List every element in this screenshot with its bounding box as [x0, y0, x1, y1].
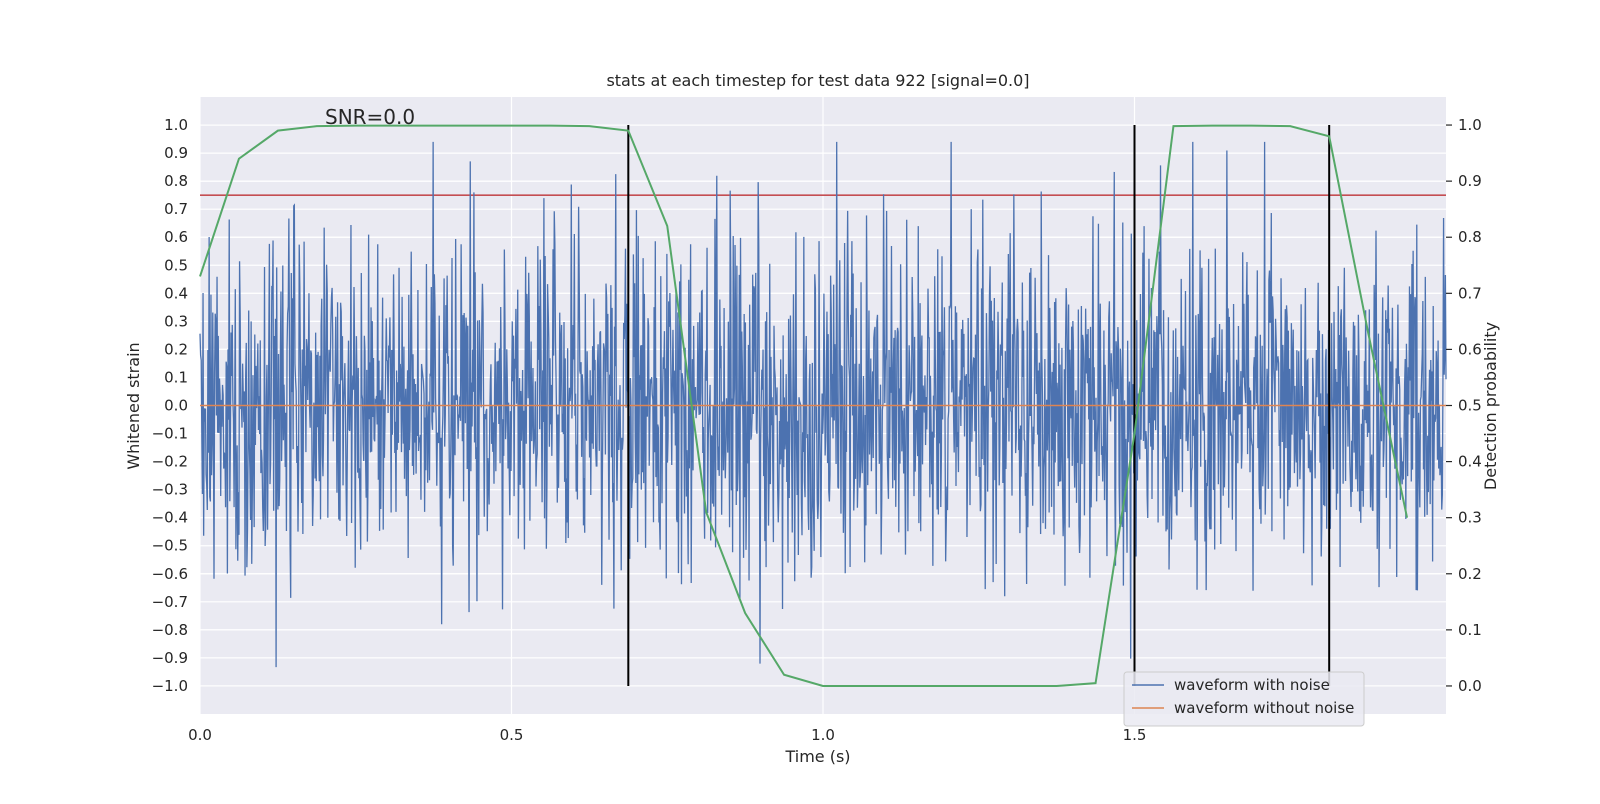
- x-tick-label: 1.0: [811, 726, 835, 744]
- y2-tick-label: 0.0: [1458, 677, 1482, 695]
- vertical-marker-layer: [627, 125, 1331, 686]
- chart-title: stats at each timestep for test data 922…: [606, 71, 1029, 90]
- y-axis-title: Whitened strain: [124, 342, 143, 469]
- x-axis-title: Time (s): [784, 747, 850, 766]
- legend-box: [1123, 671, 1365, 727]
- y-tick-label: 0.1: [164, 368, 188, 386]
- y-tick-label: 0.7: [164, 200, 188, 218]
- y2-tick-label: 0.2: [1458, 565, 1482, 583]
- y-tick-label: −0.5: [152, 537, 188, 555]
- y2-axis-title: Detection probability: [1481, 322, 1500, 490]
- y2-tick-label: 0.6: [1458, 340, 1482, 358]
- legend: waveform with noise waveform without noi…: [1123, 671, 1365, 727]
- noise-series-layer: [199, 141, 1447, 668]
- y-tick-label: −0.6: [152, 565, 188, 583]
- y-tick-label: −1.0: [152, 677, 188, 695]
- x-tick-label: 0.5: [500, 726, 524, 744]
- y2-tick-label: 0.5: [1458, 397, 1482, 415]
- y-tick-label: 0.2: [164, 340, 188, 358]
- x-tick-label: 1.5: [1123, 726, 1147, 744]
- y-tick-labels: 1.0 0.9 0.8 0.7 0.6 0.5 0.4 0.3 0.2 0.1 0.0 −0.1 −0.…: [152, 116, 188, 695]
- y-tick-label: 0.0: [164, 397, 188, 415]
- y-tick-label: −0.2: [152, 453, 188, 471]
- legend-label-clean: waveform without noise: [1174, 699, 1354, 717]
- probability-series-layer: [199, 124, 1409, 687]
- y-tick-label: 0.6: [164, 228, 188, 246]
- y-tick-label: 0.8: [164, 172, 188, 190]
- snr-annotation: SNR=0.0: [325, 105, 415, 129]
- y-tick-label: 0.4: [164, 284, 188, 302]
- y-tick-label: −0.9: [152, 649, 188, 667]
- x-tick-label: 0.0: [188, 726, 212, 744]
- x-tick-labels: 0.0 0.5 1.0 1.5: [188, 726, 1146, 744]
- y-tick-label: 1.0: [164, 116, 188, 134]
- y-tick-label: −0.4: [152, 509, 188, 527]
- y2-tick-label: 1.0: [1458, 116, 1482, 134]
- y-tick-label: 0.5: [164, 256, 188, 274]
- legend-label-noise: waveform with noise: [1174, 676, 1330, 694]
- y2-tick-label: 0.4: [1458, 453, 1482, 471]
- y2-tick-labels: 1.0 0.9 0.8 0.7 0.6 0.5 0.4 0.3 0.2 0.1 0.0: [1446, 116, 1482, 695]
- y-tick-label: 0.9: [164, 144, 188, 162]
- series-detection-probability: [199, 124, 1409, 687]
- y2-tick-label: 0.7: [1458, 284, 1482, 302]
- y-tick-label: −0.8: [152, 621, 188, 639]
- y2-tick-label: 0.1: [1458, 621, 1482, 639]
- y2-tick-label: 0.9: [1458, 172, 1482, 190]
- series-waveform-with-noise: [199, 141, 1447, 668]
- y2-tick-label: 0.3: [1458, 509, 1482, 527]
- y2-tick-label: 0.8: [1458, 228, 1482, 246]
- y-tick-label: −0.7: [152, 593, 188, 611]
- y-tick-label: 0.3: [164, 312, 188, 330]
- y-tick-label: −0.3: [152, 481, 188, 499]
- y-tick-label: −0.1: [152, 425, 188, 443]
